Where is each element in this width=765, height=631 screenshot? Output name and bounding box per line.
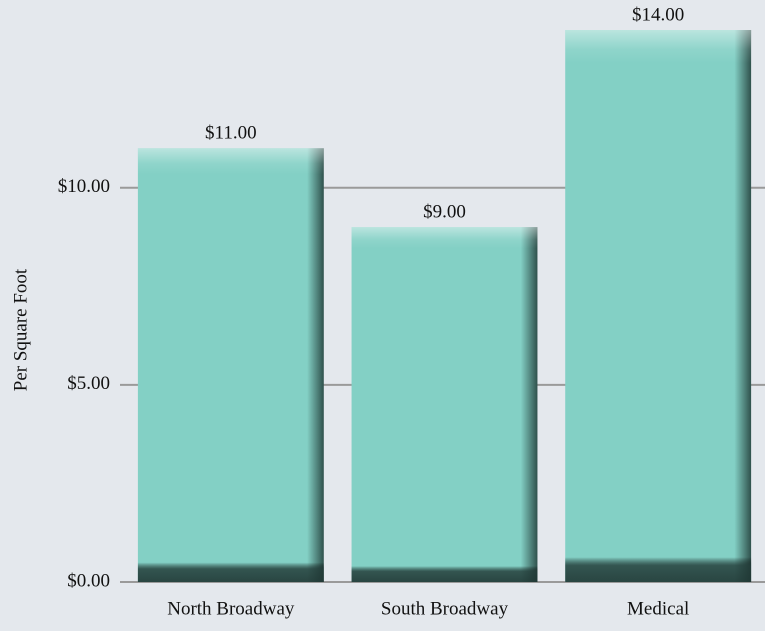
y-tick-label: $0.00 bbox=[67, 570, 110, 591]
y-tick-label: $5.00 bbox=[67, 373, 110, 394]
bar-bevel bbox=[351, 227, 538, 582]
bar-bevel bbox=[565, 30, 752, 582]
x-tick-label: South Broadway bbox=[381, 598, 509, 619]
data-label: $14.00 bbox=[632, 4, 684, 25]
y-tick-label: $10.00 bbox=[58, 176, 110, 197]
data-label: $9.00 bbox=[423, 202, 466, 223]
x-tick-label: Medical bbox=[627, 598, 689, 619]
data-label: $11.00 bbox=[205, 123, 257, 144]
bar-bevel bbox=[137, 148, 324, 583]
y-axis-label: Per Square Foot bbox=[10, 268, 31, 391]
x-tick-label: North Broadway bbox=[167, 598, 295, 619]
